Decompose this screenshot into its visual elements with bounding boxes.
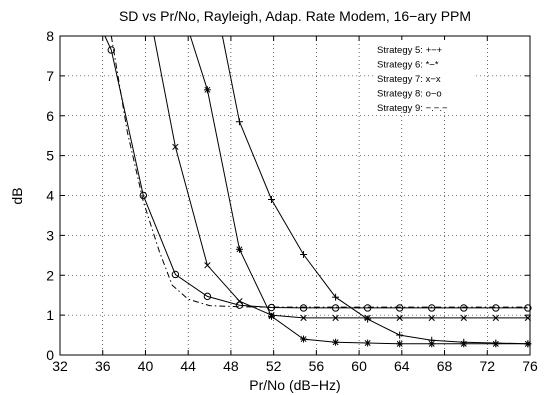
y-tick-label: 5 <box>46 148 54 164</box>
x-tick-label: 40 <box>138 358 154 374</box>
series-6-point <box>396 340 404 348</box>
series-5-point <box>364 315 372 323</box>
y-tick-label: 7 <box>46 68 54 84</box>
x-tick-label: 68 <box>437 358 453 374</box>
x-axis-label: Pr/No (dB−Hz) <box>249 377 340 393</box>
series-8-line <box>104 35 528 309</box>
series-7-point <box>396 314 403 322</box>
series-6-point <box>300 335 308 343</box>
x-tick-label: 48 <box>223 358 239 374</box>
series-5-point <box>396 331 404 339</box>
series-layer <box>104 35 532 348</box>
series-6-point <box>203 86 211 94</box>
x-tick-label: 44 <box>180 358 196 374</box>
x-tick-label: 56 <box>309 358 325 374</box>
x-tick-label: 32 <box>52 358 68 374</box>
series-8-point <box>460 304 468 312</box>
series-8-point <box>331 304 340 312</box>
series-6-point <box>460 340 468 348</box>
y-tick-label: 6 <box>46 108 54 124</box>
y-axis-label: dB <box>9 187 25 204</box>
chart-title: SD vs Pr/No, Rayleigh, Adap. Rate Modem,… <box>119 8 471 24</box>
series-7-point <box>332 314 339 322</box>
legend: Strategy 5: +−+ Strategy 6: *−* Strategy 7… <box>373 40 474 114</box>
x-tick-label: 64 <box>394 358 410 374</box>
series-5-point <box>300 251 308 259</box>
series-8-point <box>235 301 244 309</box>
series-8-point <box>428 304 436 312</box>
legend-entry: Strategy 5: +−+ <box>377 45 443 56</box>
series-6-point <box>492 340 500 348</box>
series-7-point <box>460 314 467 322</box>
legend-entry: Strategy 7: x−x <box>377 74 441 85</box>
series-7-point <box>236 298 243 305</box>
y-tick-label: 0 <box>46 347 54 363</box>
legend-entry: Strategy 6: *−* <box>377 60 439 71</box>
series-9-line <box>110 35 528 308</box>
x-tick-label: 72 <box>479 358 495 374</box>
x-tick-label: 36 <box>95 358 111 374</box>
series-5-point <box>235 118 243 126</box>
y-tick-label: 1 <box>46 307 54 323</box>
x-tick-label: 52 <box>266 358 282 374</box>
series-8-point <box>171 270 180 279</box>
x-tick-label: 76 <box>522 358 538 374</box>
series-8-point <box>395 304 404 312</box>
series-7-point <box>172 143 179 151</box>
series-6-point <box>235 245 243 253</box>
series-8-point <box>363 304 372 312</box>
y-tick-label: 4 <box>46 188 54 204</box>
y-tick-label: 8 <box>46 28 54 44</box>
series-5-point <box>332 293 340 301</box>
series-8-point <box>203 292 212 301</box>
series-8-point <box>139 191 148 200</box>
series-8-point <box>299 304 308 312</box>
series-8-point <box>107 46 115 54</box>
series-6-point <box>332 338 340 346</box>
y-tick-label: 3 <box>46 227 54 243</box>
series-5-point <box>268 195 275 203</box>
legend-entry: Strategy 8: o−o <box>377 89 442 100</box>
series-7-point <box>428 314 435 322</box>
series-7-point <box>492 314 499 322</box>
series-7-point <box>268 311 275 319</box>
legend-entry: Strategy 9: −.−.− <box>377 103 448 114</box>
series-8-point <box>524 304 532 312</box>
series-7-point <box>204 262 211 269</box>
series-6-point <box>428 340 436 348</box>
series-7-point <box>300 314 307 322</box>
series-8-point <box>492 304 500 312</box>
series-6-line <box>189 35 528 345</box>
series-7-point <box>364 314 371 322</box>
x-tick-label: 60 <box>351 358 367 374</box>
legend-box <box>373 40 474 112</box>
y-tick-label: 2 <box>46 267 54 283</box>
series-6-point <box>364 339 372 347</box>
tick-marks <box>59 35 531 356</box>
